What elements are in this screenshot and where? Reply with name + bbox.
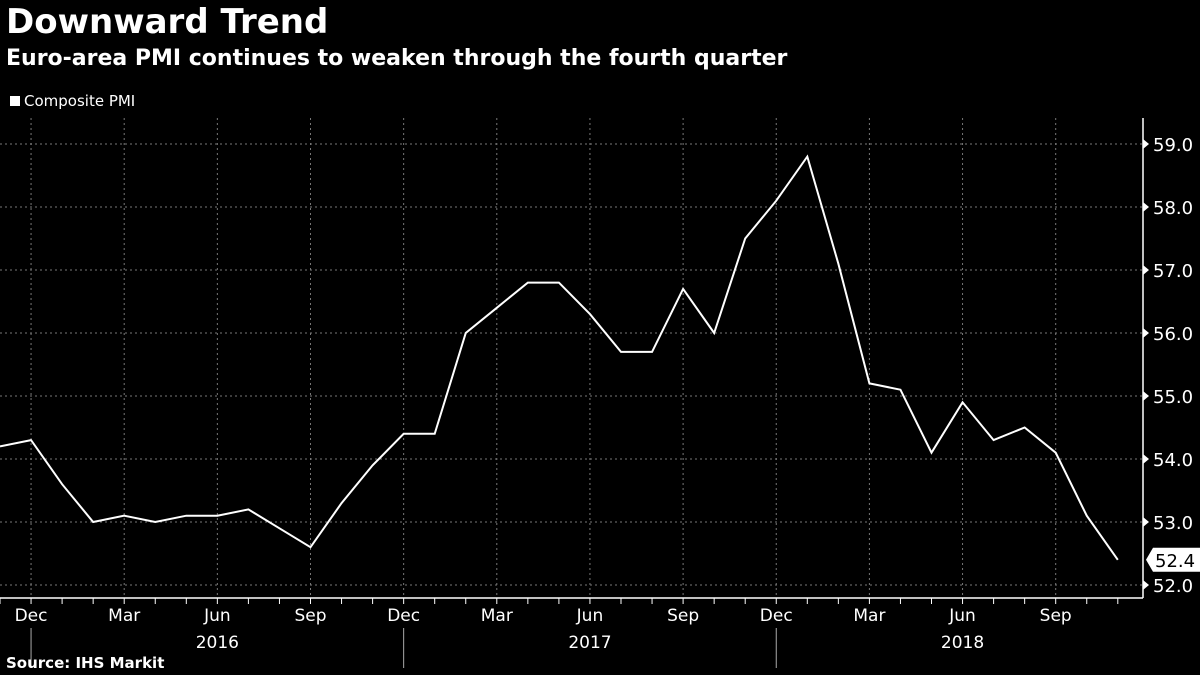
y-tick-label: 58.0 [1153, 198, 1193, 219]
legend-label: Composite PMI [24, 92, 136, 110]
y-tick-mark [1143, 580, 1149, 590]
x-year-label: 2016 [196, 633, 239, 653]
x-tick-label: Mar [853, 606, 885, 626]
last-value-badge [1146, 547, 1200, 572]
y-tick-mark [1143, 328, 1149, 338]
legend: Composite PMI [10, 92, 135, 110]
x-tick-label: Sep [667, 606, 699, 626]
y-tick-label: 55.0 [1153, 387, 1193, 408]
y-tick-label: 56.0 [1153, 324, 1193, 345]
y-tick-label: 53.0 [1153, 513, 1193, 534]
y-tick-mark [1143, 265, 1149, 275]
y-tick-mark [1143, 454, 1149, 464]
x-tick-label: Mar [108, 606, 140, 626]
y-tick-mark [1143, 517, 1149, 527]
y-tick-label: 57.0 [1153, 261, 1193, 282]
y-tick-label: 59.0 [1153, 135, 1193, 156]
x-tick-label: Dec [387, 606, 420, 626]
chart-title: Downward Trend [6, 2, 329, 42]
x-tick-label: Jun [948, 606, 976, 626]
x-tick-label: Mar [481, 606, 513, 626]
y-tick-label: 52.0 [1153, 576, 1193, 597]
chart-subtitle: Euro-area PMI continues to weaken throug… [6, 46, 788, 71]
x-tick-label: Sep [1040, 606, 1072, 626]
last-value-label: 52.4 [1155, 551, 1195, 572]
x-tick-label: Sep [294, 606, 326, 626]
series-line-composite-pmi [0, 154, 1119, 561]
source-note: Source: IHS Markit [6, 654, 165, 672]
x-tick-label: Jun [203, 606, 231, 626]
y-tick-mark [1143, 391, 1149, 401]
x-year-label: 2017 [568, 633, 611, 653]
legend-swatch [10, 96, 20, 106]
x-tick-label: Jun [576, 606, 604, 626]
x-tick-label: Dec [760, 606, 793, 626]
x-tick-label: Dec [15, 606, 48, 626]
y-tick-label: 54.0 [1153, 450, 1193, 471]
y-tick-mark [1143, 139, 1149, 149]
y-tick-mark [1143, 202, 1149, 212]
x-year-label: 2018 [941, 633, 984, 653]
